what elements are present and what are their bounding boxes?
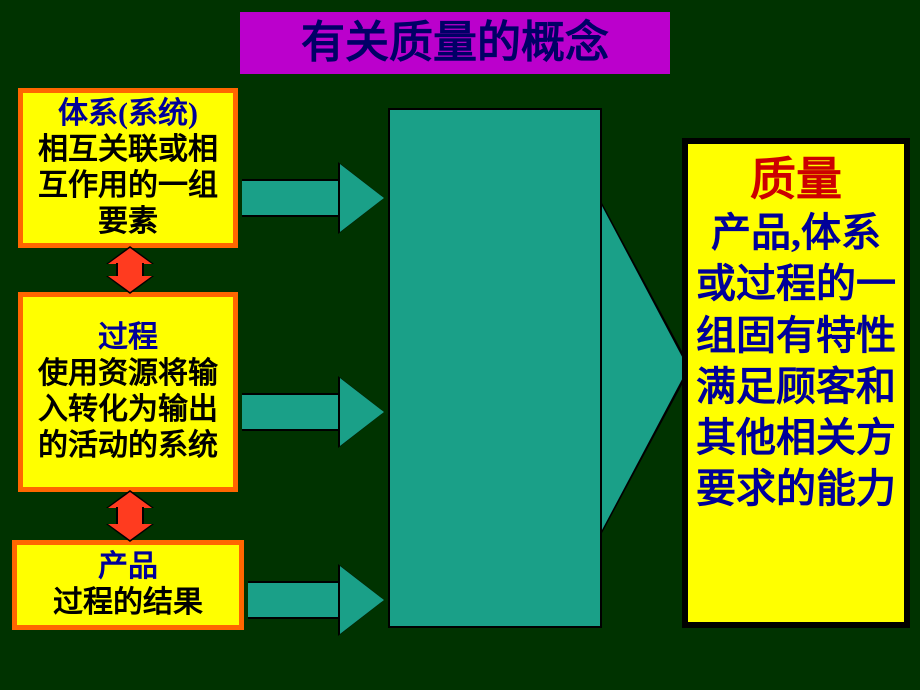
quality-body: 产品,体系或过程的一组固有特性满足顾客和其他相关方要求的能力 xyxy=(694,207,898,514)
box-product-heading: 产品 xyxy=(98,549,158,585)
arrow-system-icon xyxy=(242,164,384,232)
big-arrow-icon xyxy=(602,206,688,530)
box-product: 产品过程的结果 xyxy=(12,540,244,630)
quality-heading: 质量 xyxy=(750,152,842,207)
box-process-body: 使用资源将输入转化为输出的活动的系统 xyxy=(27,356,229,464)
box-product-body: 过程的结果 xyxy=(53,585,203,621)
dbl-arrow-2-icon xyxy=(108,492,152,540)
slide-title-text: 有关质量的概念 xyxy=(301,18,609,67)
box-process: 过程使用资源将输入转化为输出的活动的系统 xyxy=(18,292,238,492)
box-system: 体系(系统)相互关联或相互作用的一组要素 xyxy=(18,88,238,248)
box-system-heading: 体系(系统) xyxy=(58,96,198,132)
slide-title: 有关质量的概念 xyxy=(240,12,670,74)
central-bar xyxy=(388,108,602,628)
arrow-process-icon xyxy=(242,378,384,446)
quality-box: 质量产品,体系或过程的一组固有特性满足顾客和其他相关方要求的能力 xyxy=(682,138,910,628)
box-system-body: 相互关联或相互作用的一组要素 xyxy=(27,132,229,240)
arrow-product-icon xyxy=(248,566,384,634)
box-process-heading: 过程 xyxy=(98,320,158,356)
dbl-arrow-1-icon xyxy=(108,248,152,292)
